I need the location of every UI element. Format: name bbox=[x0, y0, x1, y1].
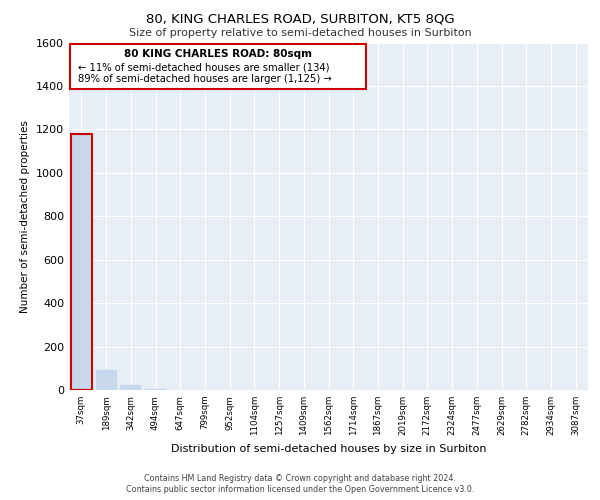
Text: 80, KING CHARLES ROAD, SURBITON, KT5 8QG: 80, KING CHARLES ROAD, SURBITON, KT5 8QG bbox=[146, 12, 454, 26]
Bar bbox=[71, 134, 92, 390]
Text: Contains HM Land Registry data © Crown copyright and database right 2024.
Contai: Contains HM Land Registry data © Crown c… bbox=[126, 474, 474, 494]
X-axis label: Distribution of semi-detached houses by size in Surbiton: Distribution of semi-detached houses by … bbox=[171, 444, 486, 454]
Text: 89% of semi-detached houses are larger (1,125) →: 89% of semi-detached houses are larger (… bbox=[77, 74, 331, 84]
Text: ← 11% of semi-detached houses are smaller (134): ← 11% of semi-detached houses are smalle… bbox=[77, 62, 329, 72]
FancyBboxPatch shape bbox=[70, 44, 365, 89]
Y-axis label: Number of semi-detached properties: Number of semi-detached properties bbox=[20, 120, 31, 312]
Bar bbox=[95, 370, 116, 390]
Text: 80 KING CHARLES ROAD: 80sqm: 80 KING CHARLES ROAD: 80sqm bbox=[124, 48, 312, 58]
Text: Size of property relative to semi-detached houses in Surbiton: Size of property relative to semi-detach… bbox=[128, 28, 472, 38]
Bar bbox=[120, 384, 141, 390]
